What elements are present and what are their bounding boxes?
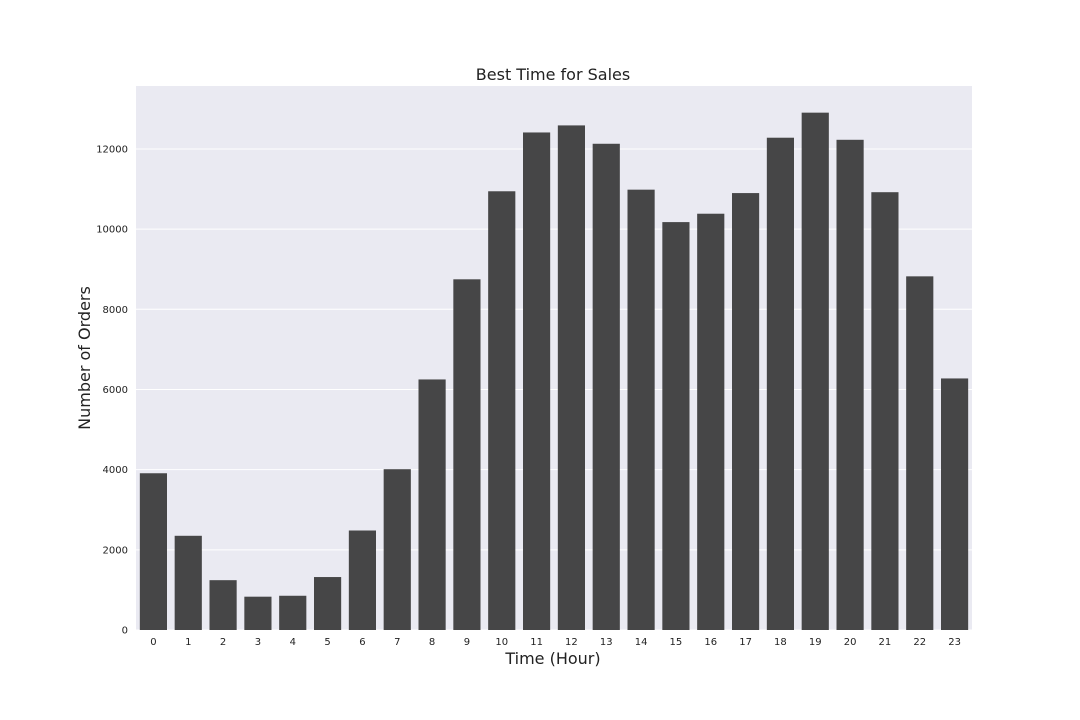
x-tick-label: 3: [255, 637, 261, 648]
bar-hour-9: [453, 279, 481, 630]
x-tick-label: 13: [600, 637, 613, 648]
x-tick-label: 17: [739, 637, 752, 648]
y-tick-label: 12000: [96, 144, 128, 155]
bar-hour-21: [871, 192, 899, 630]
bar-hour-18: [766, 137, 795, 630]
x-tick-label: 6: [359, 637, 365, 648]
y-tick-label: 10000: [96, 225, 128, 236]
x-tick-label: 4: [290, 637, 296, 648]
bar-hour-8: [418, 379, 446, 630]
x-tick-label: 16: [704, 637, 717, 648]
x-tick-label: 5: [324, 637, 330, 648]
x-tick-label: 0: [150, 637, 156, 648]
x-tick-label: 7: [394, 637, 400, 648]
y-tick-label: 8000: [103, 305, 128, 316]
y-tick-label: 0: [122, 626, 128, 637]
y-tick-label: 6000: [103, 385, 128, 396]
x-tick-label: 22: [913, 637, 926, 648]
bar-hour-7: [383, 469, 411, 630]
x-tick-label: 1: [185, 637, 191, 648]
y-axis-label: Number of Orders: [75, 286, 94, 430]
x-tick-label: 10: [495, 637, 508, 648]
plot-area: [136, 86, 972, 630]
x-tick-label: 8: [429, 637, 435, 648]
bar-hour-19: [801, 112, 829, 630]
bar-hour-3: [244, 596, 272, 630]
x-tick-label: 14: [635, 637, 648, 648]
bar-hour-11: [522, 132, 551, 630]
y-tick-label: 4000: [103, 465, 128, 476]
x-tick-label: 12: [565, 637, 578, 648]
bar-hour-22: [906, 276, 934, 630]
bar-hour-1: [174, 535, 202, 630]
x-axis-ticks: 0 1 2 3 4 5 6 7 8 9 10 11 12 13 14 15 16 17 18 19 20 21 22 23: [150, 637, 961, 648]
x-tick-label: 15: [670, 637, 683, 648]
bar-hour-20: [836, 139, 864, 630]
x-tick-label: 2: [220, 637, 226, 648]
bar-hour-16: [697, 213, 725, 630]
x-tick-label: 20: [844, 637, 857, 648]
y-tick-label: 2000: [103, 545, 128, 556]
bar-hour-14: [627, 189, 655, 630]
x-tick-label: 21: [879, 637, 892, 648]
bar-hour-12: [557, 125, 586, 631]
x-tick-label: 23: [948, 637, 961, 648]
bar-hour-0: [139, 473, 168, 630]
x-tick-label: 19: [809, 637, 822, 648]
bar-hour-6: [348, 530, 377, 630]
bar-hour-15: [662, 222, 690, 630]
bar-hour-5: [313, 577, 342, 630]
x-tick-label: 11: [530, 637, 543, 648]
x-tick-label: 9: [464, 637, 470, 648]
bar-hour-17: [731, 193, 760, 630]
bars: [139, 112, 969, 631]
chart-title: Best Time for Sales: [476, 65, 630, 84]
x-tick-label: 18: [774, 637, 787, 648]
x-axis-label: Time (Hour): [504, 649, 600, 668]
bar-hour-10: [488, 191, 516, 630]
bar-hour-23: [940, 378, 969, 630]
bar-hour-4: [279, 595, 307, 630]
bar-hour-2: [209, 580, 237, 630]
bar-hour-13: [592, 143, 620, 630]
grid-lines: [136, 148, 972, 631]
y-axis-ticks: 0 2000 4000 6000 8000 10000 12000: [96, 144, 128, 636]
